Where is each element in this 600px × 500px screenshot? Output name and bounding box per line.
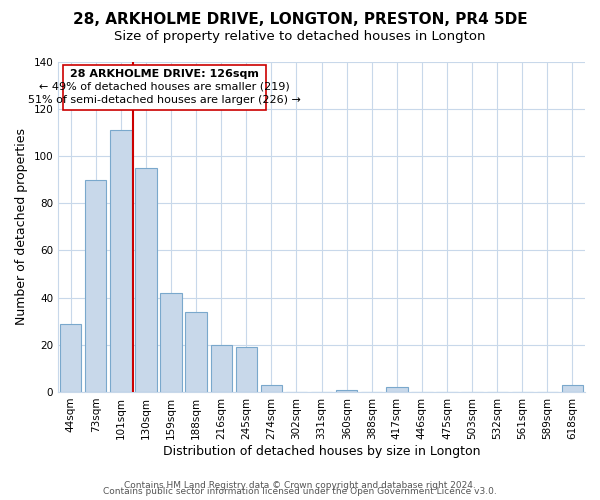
Bar <box>562 385 583 392</box>
Y-axis label: Number of detached properties: Number of detached properties <box>15 128 28 325</box>
Text: 51% of semi-detached houses are larger (226) →: 51% of semi-detached houses are larger (… <box>28 94 301 104</box>
Text: ← 49% of detached houses are smaller (219): ← 49% of detached houses are smaller (21… <box>40 82 290 92</box>
Text: 28, ARKHOLME DRIVE, LONGTON, PRESTON, PR4 5DE: 28, ARKHOLME DRIVE, LONGTON, PRESTON, PR… <box>73 12 527 28</box>
Text: Size of property relative to detached houses in Longton: Size of property relative to detached ho… <box>114 30 486 43</box>
Bar <box>60 324 82 392</box>
Bar <box>386 387 407 392</box>
Bar <box>261 385 282 392</box>
X-axis label: Distribution of detached houses by size in Longton: Distribution of detached houses by size … <box>163 444 481 458</box>
Bar <box>136 168 157 392</box>
Text: Contains HM Land Registry data © Crown copyright and database right 2024.: Contains HM Land Registry data © Crown c… <box>124 481 476 490</box>
FancyBboxPatch shape <box>63 65 266 110</box>
Bar <box>85 180 106 392</box>
Text: 28 ARKHOLME DRIVE: 126sqm: 28 ARKHOLME DRIVE: 126sqm <box>70 68 259 78</box>
Bar <box>185 312 207 392</box>
Bar <box>236 347 257 392</box>
Bar <box>160 293 182 392</box>
Text: Contains public sector information licensed under the Open Government Licence v3: Contains public sector information licen… <box>103 488 497 496</box>
Bar <box>110 130 131 392</box>
Bar <box>336 390 358 392</box>
Bar <box>211 345 232 392</box>
